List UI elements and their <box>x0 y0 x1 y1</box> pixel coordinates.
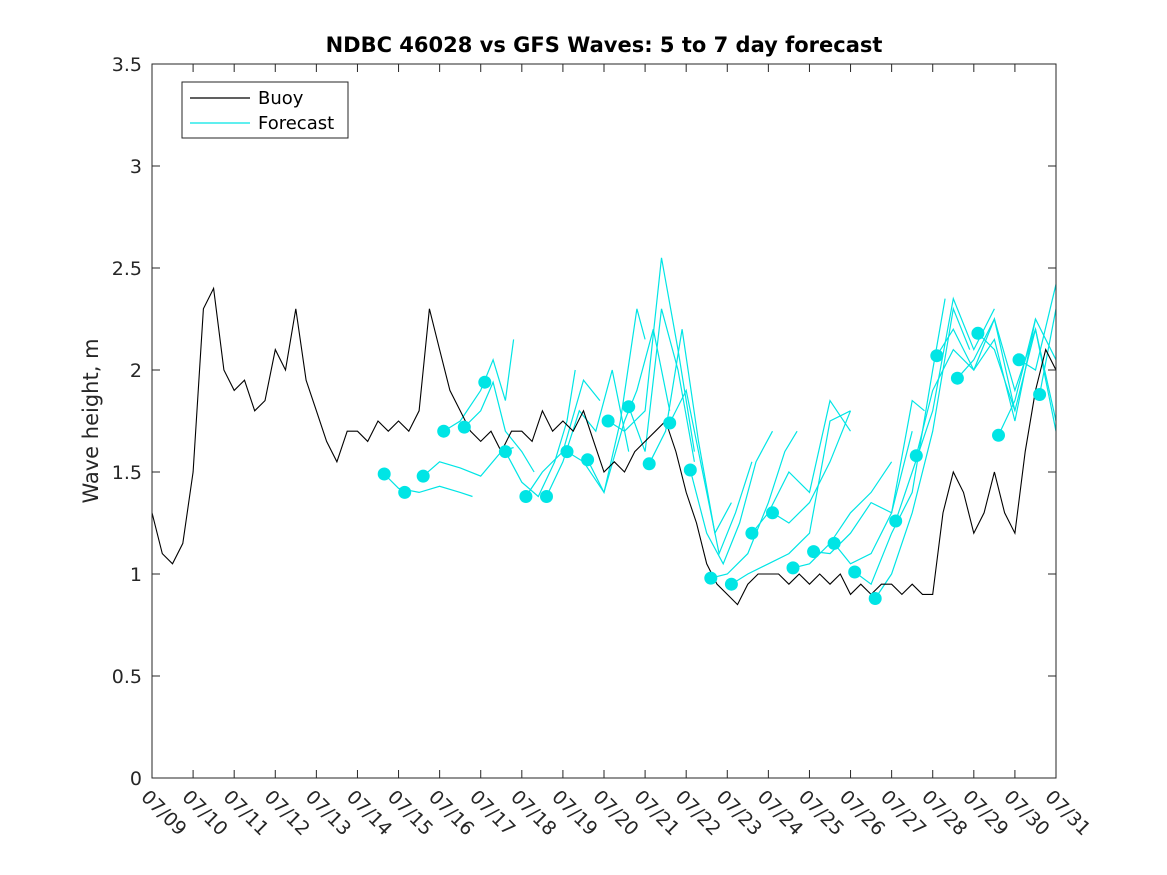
forecast-line <box>854 298 946 586</box>
forecast-line <box>648 329 732 535</box>
forecast-marker <box>930 349 944 363</box>
forecast-line <box>710 430 798 579</box>
forecast-marker <box>848 565 862 579</box>
x-tick-label: 07/30 <box>999 786 1053 840</box>
x-tick-label: 07/27 <box>876 786 930 840</box>
x-tick-label: 07/24 <box>753 786 807 840</box>
forecast-line <box>874 306 971 599</box>
x-tick-label: 07/28 <box>917 786 971 840</box>
forecast-marker <box>909 449 923 463</box>
x-tick-label: 07/09 <box>136 786 190 840</box>
legend: Buoy Forecast <box>181 81 349 139</box>
x-tick-label: 07/11 <box>219 786 273 840</box>
forecast-marker <box>498 445 512 459</box>
forecast-marker <box>704 571 718 585</box>
forecast-marker <box>950 371 964 385</box>
forecast-marker <box>1033 388 1047 401</box>
forecast-line <box>525 378 601 497</box>
forecast-line <box>813 431 913 555</box>
forecast-marker <box>724 577 738 591</box>
forecast-line <box>545 369 630 497</box>
x-tick-label: 07/25 <box>794 786 848 840</box>
legend-box <box>181 81 349 139</box>
forecast-marker <box>398 485 412 499</box>
x-tick-label: 07/10 <box>178 786 232 840</box>
forecast-marker <box>683 463 697 477</box>
forecast-line <box>731 410 851 585</box>
forecast-marker <box>416 469 430 483</box>
y-axis: 0 0.5 1 1.5 2 2.5 3 3.5 <box>112 54 1056 790</box>
y-tick-label: 2.5 <box>112 258 142 280</box>
forecast-marker <box>642 457 656 471</box>
forecast-marker <box>827 536 841 550</box>
forecast-marker <box>478 375 492 389</box>
x-tick-label: 07/29 <box>958 786 1012 840</box>
forecast-line <box>1039 308 1057 395</box>
chart-title: NDBC 46028 vs GFS Waves: 5 to 7 day fore… <box>326 33 883 57</box>
y-tick-label: 3.5 <box>112 54 142 76</box>
forecast-marker <box>377 467 391 481</box>
forecast-line <box>566 308 646 494</box>
forecast-marker <box>868 592 882 605</box>
forecast-line <box>443 339 515 432</box>
forecast-line <box>504 369 576 498</box>
forecast-marker <box>992 428 1005 442</box>
forecast-marker <box>663 416 677 430</box>
x-tick-label: 07/14 <box>342 786 396 840</box>
y-tick-label: 0 <box>130 768 142 790</box>
forecast-marker <box>437 424 451 438</box>
forecast-marker <box>786 561 800 575</box>
x-tick-label: 07/20 <box>588 786 642 840</box>
x-tick-label: 07/31 <box>1040 786 1094 840</box>
plot-area <box>151 257 1057 606</box>
forecast-line <box>915 316 1016 456</box>
x-tick-label: 07/23 <box>712 786 766 840</box>
y-axis-label: Wave height, m <box>79 338 103 503</box>
forecast-line <box>792 461 893 569</box>
forecast-marker <box>889 514 903 528</box>
y-tick-label: 2 <box>130 360 142 382</box>
legend-forecast-label: Forecast <box>258 113 334 134</box>
x-tick-label: 07/21 <box>630 786 684 840</box>
forecast-marker <box>745 526 759 540</box>
forecast-line <box>833 399 925 565</box>
forecast-marker <box>807 545 821 559</box>
forecast-line <box>463 380 535 473</box>
forecast-line <box>689 430 774 566</box>
forecast-marker <box>622 400 636 414</box>
x-tick-label: 07/13 <box>301 786 355 840</box>
forecast-marker <box>540 490 553 503</box>
y-tick-label: 3 <box>130 156 142 178</box>
forecast-line <box>383 473 473 498</box>
x-tick-label: 07/16 <box>424 786 478 840</box>
forecast-line <box>772 410 852 524</box>
forecast-line <box>751 399 851 534</box>
forecast-line <box>669 388 753 556</box>
forecast-marker <box>971 326 985 340</box>
forecast-marker <box>457 420 471 434</box>
buoy-line <box>151 286 1057 606</box>
forecast-marker <box>601 414 615 428</box>
forecast-marker <box>1012 353 1026 367</box>
forecast-line <box>628 308 695 462</box>
forecast-line <box>977 329 1057 422</box>
x-tick-label: 07/19 <box>547 786 601 840</box>
x-tick-label: 07/22 <box>671 786 725 840</box>
x-tick-label: 07/18 <box>506 786 560 840</box>
x-tick-label: 07/12 <box>260 786 314 840</box>
legend-buoy-label: Buoy <box>258 88 304 109</box>
y-tick-label: 1.5 <box>112 462 142 484</box>
x-tick-label: 07/15 <box>383 786 437 840</box>
forecast-marker <box>519 490 533 503</box>
y-tick-label: 1 <box>130 564 142 586</box>
forecast-marker <box>581 453 595 467</box>
forecast-line <box>607 257 695 452</box>
y-tick-label: 0.5 <box>112 666 142 688</box>
x-tick-label: 07/17 <box>465 786 519 840</box>
forecast-marker <box>766 506 779 520</box>
forecast-line <box>936 318 1037 422</box>
x-tick-label: 07/26 <box>835 786 889 840</box>
forecast-marker <box>560 445 574 459</box>
